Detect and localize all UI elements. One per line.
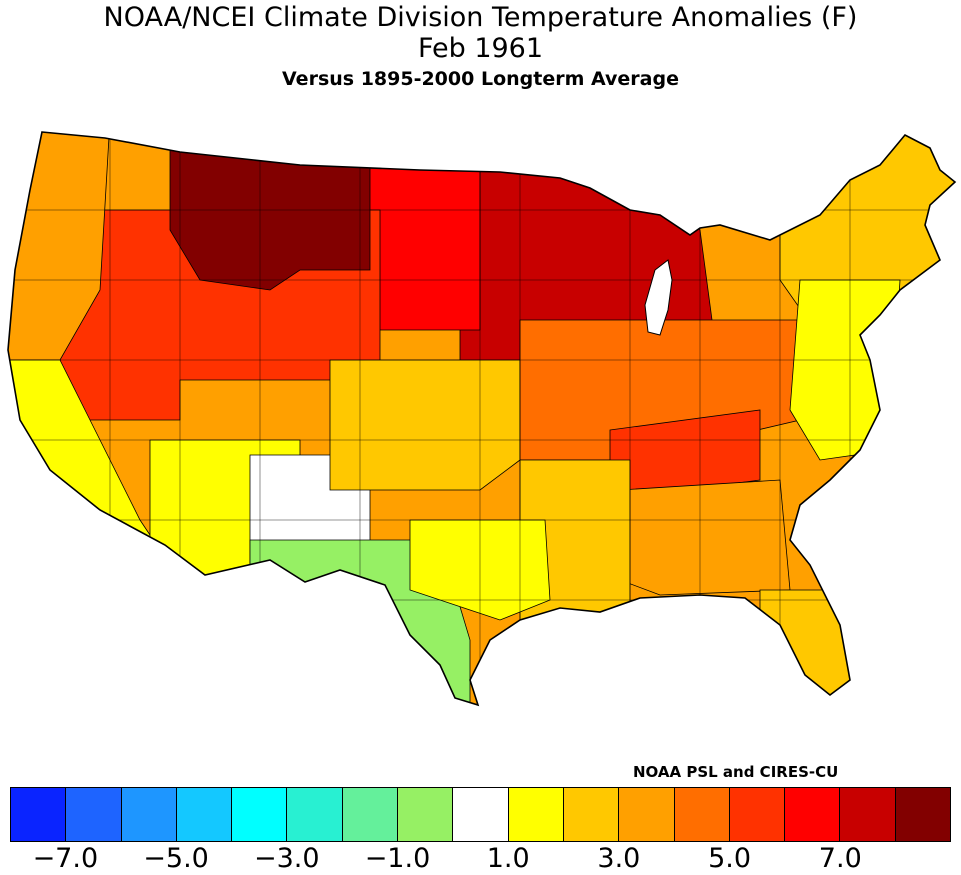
scale-tick-label: −7.0 [32,843,99,874]
color-swatch [176,788,233,841]
scale-tick-label: 5.0 [708,843,752,874]
color-swatch [342,788,399,841]
color-swatch [840,788,896,841]
color-scale-bar [10,787,951,842]
color-swatch [508,788,564,841]
color-swatch [398,788,454,841]
scale-tick-label: 1.0 [486,843,530,874]
color-swatch [563,788,620,841]
color-swatch [287,788,343,841]
color-swatch [729,788,786,841]
color-swatch [453,788,509,841]
color-swatch [232,788,288,841]
color-swatch [619,788,675,841]
scale-tick-label: 3.0 [597,843,641,874]
credit-text: NOAA PSL and CIRES-CU [633,763,839,781]
scale-tick-label: 7.0 [818,843,862,874]
color-swatch [121,788,177,841]
region-northern-rockies [169,149,371,291]
map-title: NOAA/NCEI Climate Division Temperature A… [103,2,858,33]
region-central-plains [329,359,521,491]
color-swatch [11,788,67,841]
color-scale-ticks: −7.0 −5.0 −3.0 −1.0 1.0 3.0 5.0 7.0 [0,843,961,875]
scale-tick-label: −5.0 [143,843,209,874]
scale-tick-label: −1.0 [364,843,431,874]
color-swatch [785,788,841,841]
region-southeast [619,479,791,596]
map-baseline: Versus 1895-2000 Longterm Average [282,68,679,90]
color-swatch [895,788,951,841]
map-period: Feb 1961 [417,33,544,64]
color-swatch [674,788,730,841]
scale-tick-label: −3.0 [253,843,320,874]
color-swatch [66,788,122,841]
us-climate-division-map [7,131,957,707]
lake-michigan [644,259,673,336]
region-mid-atlantic [789,279,901,461]
us-outline [7,131,957,707]
